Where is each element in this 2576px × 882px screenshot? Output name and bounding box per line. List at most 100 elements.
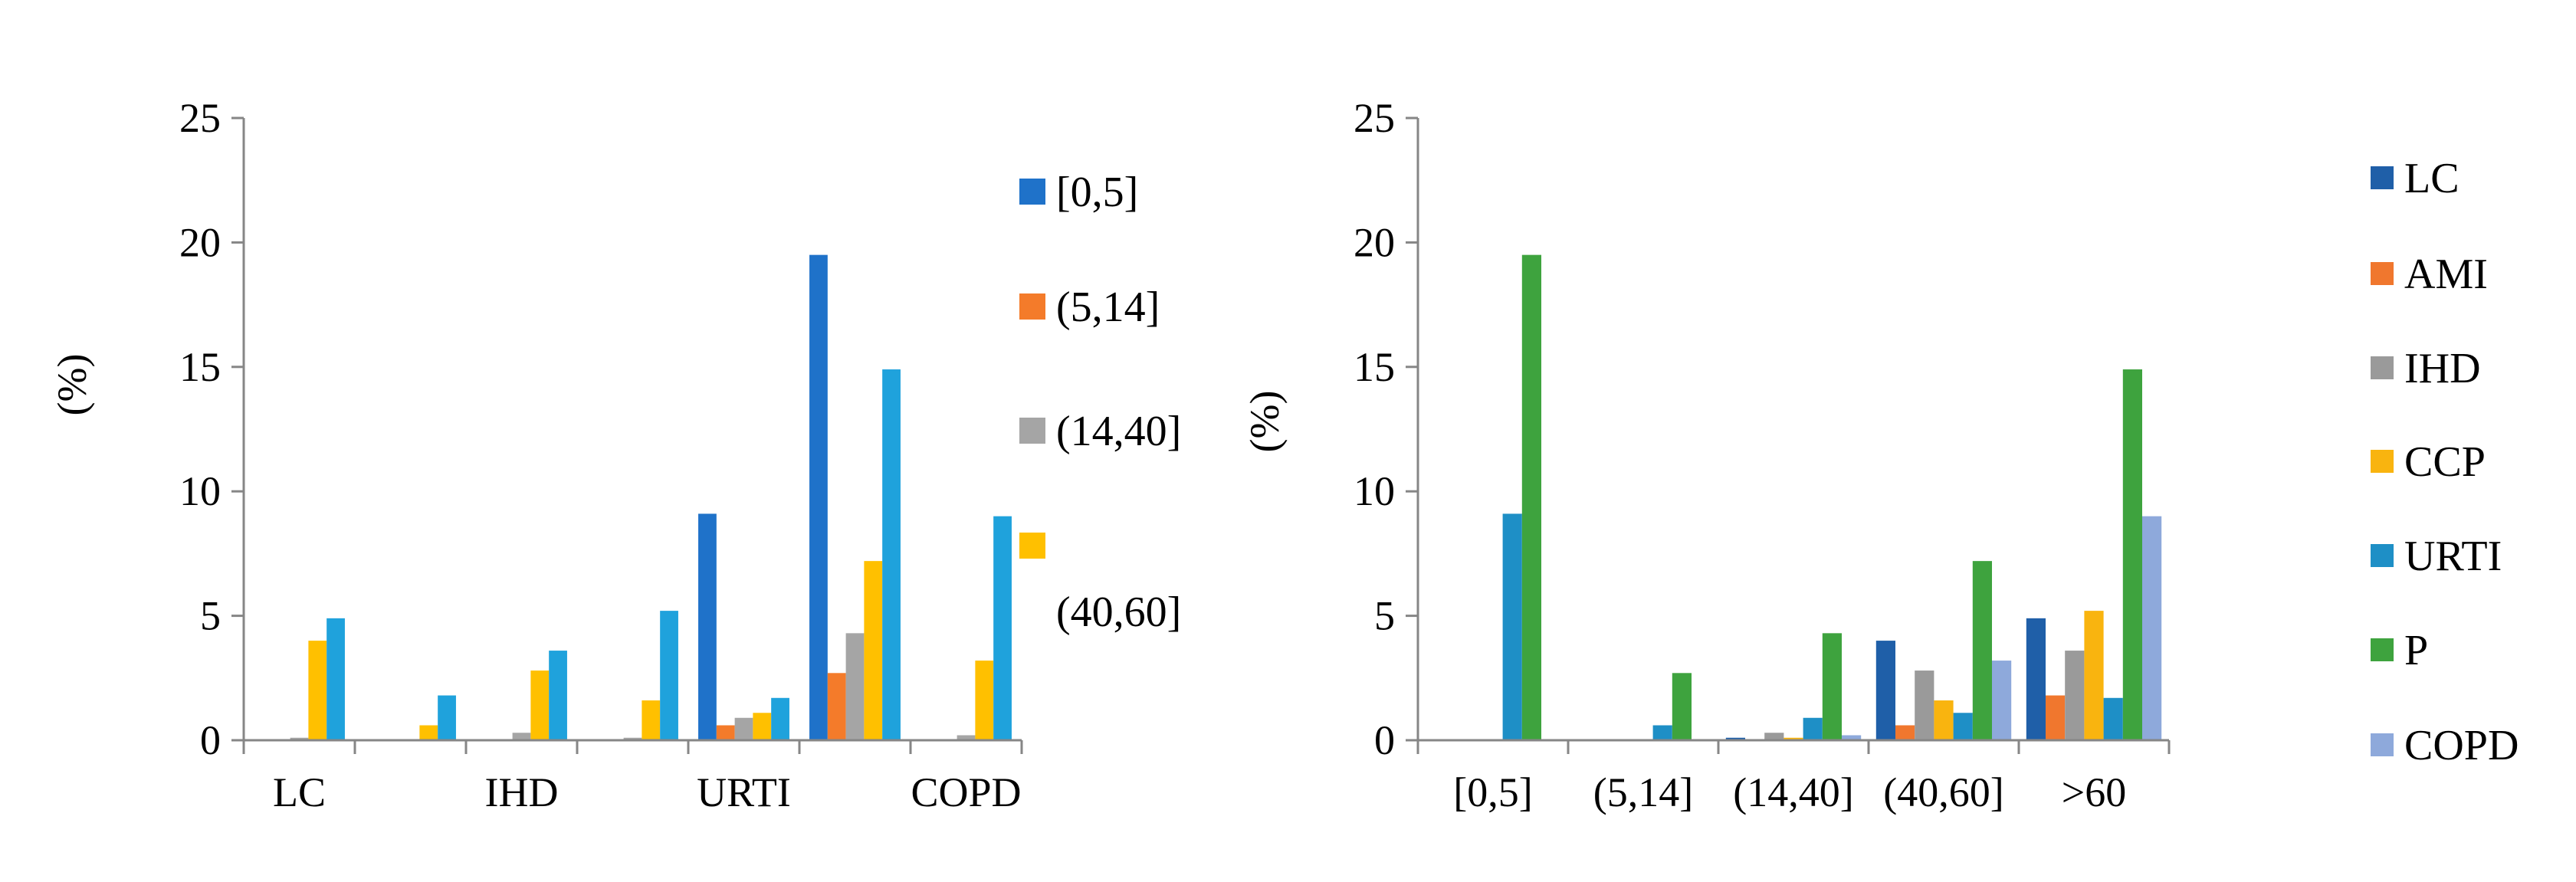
bar-layer xyxy=(1502,254,2162,740)
bar-ami-40-60 xyxy=(1895,725,1915,740)
bar-60-p xyxy=(882,369,901,740)
bar-urti-60 xyxy=(2103,697,2123,740)
category-label-0-5: [0,5] xyxy=(1453,769,1532,815)
bar-14-40-p xyxy=(845,633,865,740)
y-tick-label: 20 xyxy=(1354,219,1395,265)
legend-swatch xyxy=(1019,293,1045,320)
y-tick-label: 15 xyxy=(1354,344,1395,390)
legend: LC AMI IHD CCP URTI P COPD xyxy=(2371,155,2519,769)
bar-ccp-40-60 xyxy=(1934,700,1954,740)
y-tick-label: 15 xyxy=(179,344,221,390)
bar-14-40-ccp xyxy=(623,737,642,740)
bar-ccp-14-40 xyxy=(1784,737,1803,740)
y-tick-label: 0 xyxy=(200,717,221,763)
category-label-copd: COPD xyxy=(911,769,1021,815)
bar-urti-0-5 xyxy=(1502,513,1522,740)
category-label-5-14: (5,14] xyxy=(1593,769,1693,815)
y-tick-label: 25 xyxy=(1354,95,1395,141)
y-tick-label: 0 xyxy=(1374,717,1395,763)
bar-urti-14-40 xyxy=(1803,717,1823,740)
legend-label-p: P xyxy=(2404,627,2428,674)
legend-swatch xyxy=(2371,450,2394,473)
category-label-14-40: (14,40] xyxy=(1733,769,1853,815)
bar-ihd-14-40 xyxy=(1764,733,1784,740)
y-tick-label: 5 xyxy=(1374,593,1395,639)
category-label-40-60: (40,60] xyxy=(1883,769,2003,815)
bar-40-60-ami xyxy=(419,725,438,740)
bar-ihd-60 xyxy=(2065,651,2085,740)
bar-60-ihd xyxy=(549,651,567,740)
legend-label-copd: COPD xyxy=(2404,722,2519,769)
chart-left: (%) 0 5 10 15 20 25 LC IHD URTI COPD [0,5] (5,14]… xyxy=(49,95,1181,815)
y-axis-ticks: 0 5 10 15 20 25 xyxy=(1354,95,1418,763)
legend-swatch xyxy=(1019,418,1045,444)
bar-0-5-p xyxy=(809,254,828,740)
legend-label-lc: LC xyxy=(2404,155,2460,202)
bar-layer xyxy=(290,254,1012,740)
bar-5-14-p xyxy=(827,673,846,740)
bar-urti-5-14 xyxy=(1652,725,1672,740)
legend-label-5-14: (5,14] xyxy=(1056,284,1160,331)
legend-swatch xyxy=(2371,733,2394,756)
bar-14-40-ihd xyxy=(512,733,531,740)
bar-p-40-60 xyxy=(1972,561,1992,740)
category-label-lc: LC xyxy=(273,769,326,815)
bar-14-40-lc xyxy=(290,737,309,740)
y-axis-label: (%) xyxy=(49,354,95,416)
y-tick-label: 10 xyxy=(1354,468,1395,514)
bar-copd-60 xyxy=(2142,516,2162,740)
legend-swatch xyxy=(2371,262,2394,285)
y-tick-label: 20 xyxy=(179,219,221,265)
bar-14-40-urti xyxy=(734,717,753,740)
legend-label-urti: URTI xyxy=(2404,533,2502,580)
legend-swatch xyxy=(2371,638,2394,661)
chart-right: (%) 0 5 10 15 20 25 [0,5] (5,14] (14,40] (40,60]… xyxy=(1242,95,2519,815)
bar-p-5-14 xyxy=(1672,673,1692,740)
bar-40-60-lc xyxy=(308,641,327,740)
bar-0-5-urti xyxy=(698,513,717,740)
bar-p-0-5 xyxy=(1521,254,1541,740)
bar-ami-60 xyxy=(2046,695,2066,740)
bar-40-60-ihd xyxy=(530,671,550,740)
bar-lc-14-40 xyxy=(1725,737,1745,740)
bar-40-60-ccp xyxy=(642,700,661,740)
bar-lc-40-60 xyxy=(1875,641,1895,740)
bar-60-copd xyxy=(993,516,1012,740)
axes xyxy=(1406,118,2171,754)
axes xyxy=(231,118,1023,754)
y-tick-label: 5 xyxy=(200,593,221,639)
legend-label-ami: AMI xyxy=(2404,251,2488,298)
legend: [0,5] (5,14] (14,40] (40,60] xyxy=(1019,169,1181,636)
category-label-urti: URTI xyxy=(697,769,791,815)
bar-60-lc xyxy=(327,618,345,740)
legend-swatch xyxy=(1019,179,1045,205)
bar-copd-14-40 xyxy=(1842,735,1862,740)
y-tick-label: 10 xyxy=(179,468,221,514)
bar-lc-60 xyxy=(2026,618,2046,740)
category-label-60: >60 xyxy=(2062,769,2126,815)
bar-p-60 xyxy=(2122,369,2142,740)
bar-copd-40-60 xyxy=(1992,661,2012,740)
legend-swatch xyxy=(2371,544,2394,567)
legend-label-ccp: CCP xyxy=(2404,438,2486,486)
bar-ihd-40-60 xyxy=(1915,671,1934,740)
bar-ccp-60 xyxy=(2084,611,2104,740)
y-tick-label: 25 xyxy=(179,95,221,141)
bar-14-40-copd xyxy=(957,735,976,740)
bar-60-ami xyxy=(438,695,456,740)
legend-swatch xyxy=(2371,166,2394,189)
legend-label-14-40: (14,40] xyxy=(1056,408,1181,455)
bar-p-14-40 xyxy=(1822,633,1842,740)
bar-40-60-urti xyxy=(753,713,772,740)
bar-urti-40-60 xyxy=(1953,713,1973,740)
y-axis-ticks: 0 5 10 15 20 25 xyxy=(179,95,244,763)
legend-label-40-60: (40,60] xyxy=(1056,589,1181,636)
bar-60-ccp xyxy=(660,611,678,740)
legend-label-0-5: [0,5] xyxy=(1056,169,1138,216)
legend-label-ihd: IHD xyxy=(2404,345,2481,392)
category-labels: [0,5] (5,14] (14,40] (40,60] >60 xyxy=(1453,769,2126,815)
category-labels: LC IHD URTI COPD xyxy=(273,769,1022,815)
bar-5-14-urti xyxy=(716,725,735,740)
bar-40-60-copd xyxy=(975,661,994,740)
